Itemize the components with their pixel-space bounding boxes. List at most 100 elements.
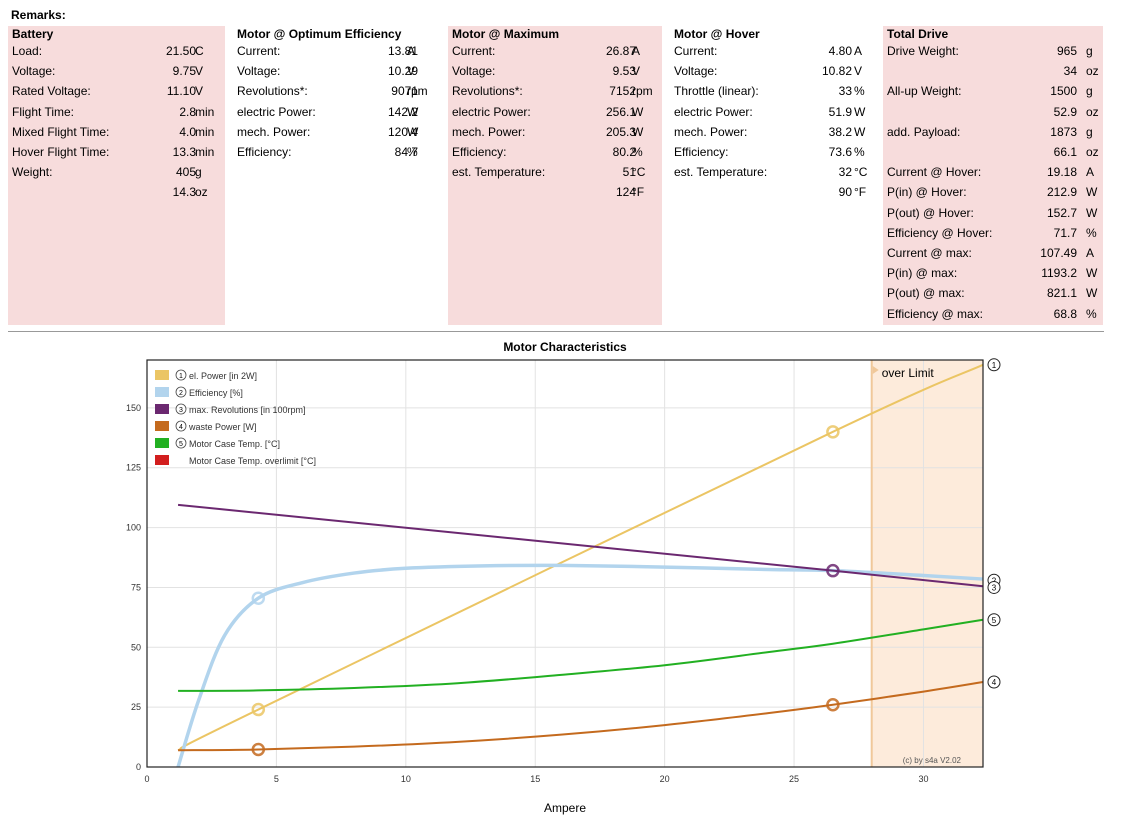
legend-label: waste Power [W] xyxy=(188,422,257,432)
row-value: 84.7 xyxy=(394,145,418,159)
row-unit: °F xyxy=(632,185,645,200)
series-end-marker xyxy=(987,580,1001,594)
panel-row: mech. Power: 205.3 W xyxy=(452,125,658,139)
row-label: Voltage: xyxy=(452,64,496,79)
row-unit: W xyxy=(1086,266,1098,281)
row-value: 52.9 xyxy=(1053,104,1077,119)
row-unit: A xyxy=(407,44,416,58)
series-end-marker xyxy=(987,675,1001,689)
legend-swatch xyxy=(155,421,169,431)
legend-label: max. Revolutions [in 100rpm] xyxy=(189,405,306,415)
row-label: Throttle (linear): xyxy=(674,84,759,99)
row-value: 21.50 xyxy=(165,44,196,58)
row-label: electric Power: xyxy=(237,104,316,119)
panel-row: Rated Voltage: 11.10 V xyxy=(12,84,221,98)
row-unit: g xyxy=(1086,44,1093,58)
row-unit: W xyxy=(407,104,419,119)
legend-marker-label: 3 xyxy=(179,407,183,414)
row-value: 66.1 xyxy=(1053,145,1077,159)
series-max-revolutions-in-100rpm-point xyxy=(826,563,840,578)
panel-motor-optimum-efficiency: Motor @ Optimum Efficiency Current: 13.81 A… xyxy=(233,26,438,325)
panel-row: P(out) @ max: 821.1 W xyxy=(887,286,1099,300)
series-motor-case-temp-c-line xyxy=(178,618,984,692)
row-unit: oz xyxy=(1086,145,1099,159)
row-value: 38.2 xyxy=(828,124,852,139)
row-label: mech. Power: xyxy=(237,124,311,139)
row-value: 256.1 xyxy=(605,104,636,119)
x-tick-label: 25 xyxy=(789,774,799,784)
over-limit-arrow xyxy=(872,366,879,374)
row-label: Revolutions*: xyxy=(452,84,523,99)
legend-label: Motor Case Temp. [°C] xyxy=(189,439,280,449)
panel-title: Total Drive xyxy=(887,27,949,41)
legend-label: Efficiency [%] xyxy=(189,388,243,398)
panel-row: Voltage: 9.75 V xyxy=(12,64,221,78)
panel-row: 34 oz xyxy=(887,64,1099,78)
row-value: 1193.2 xyxy=(1041,266,1077,281)
row-unit: % xyxy=(1086,225,1097,240)
panel-row: Throttle (linear): 33% xyxy=(674,84,866,98)
row-label: Voltage: xyxy=(12,64,56,79)
row-label: Voltage: xyxy=(674,64,718,79)
row-value: 26.87 xyxy=(605,44,636,58)
row-unit: °F xyxy=(854,185,867,200)
panel-row: Efficiency: 73.6% xyxy=(674,145,866,159)
row-label: Revolutions*: xyxy=(237,84,308,99)
row-label: Efficiency: xyxy=(452,145,507,159)
row-unit: W xyxy=(854,104,866,119)
row-value: 13.3 xyxy=(172,145,196,159)
row-unit: % xyxy=(854,84,865,99)
row-value: 14.3 xyxy=(172,185,196,200)
panel-row: Voltage: 9.53 V xyxy=(452,64,658,78)
y-tick-label: 50 xyxy=(131,642,141,652)
row-value: 80.2 xyxy=(612,145,636,159)
row-unit: °C xyxy=(854,165,868,180)
row-label: electric Power: xyxy=(452,104,531,119)
row-value: 212.9 xyxy=(1046,185,1077,200)
row-label: Current: xyxy=(452,44,496,58)
panel-row: 52.9 oz xyxy=(887,105,1099,119)
row-label: Current @ max: xyxy=(887,246,972,260)
row-label: Efficiency: xyxy=(674,145,729,159)
divider xyxy=(8,331,1104,332)
series-waste-power-w-point xyxy=(251,742,266,757)
legend-marker xyxy=(175,437,187,449)
row-unit: W xyxy=(632,104,644,119)
row-unit: % xyxy=(854,145,865,159)
series-end-marker-label: 3 xyxy=(992,583,997,592)
row-value: 120.4 xyxy=(387,124,418,139)
series-efficiency-point xyxy=(251,591,266,605)
series-el-power-in-2w-line xyxy=(177,363,984,752)
panel-row: P(in) @ max: 1193.2 W xyxy=(887,266,1099,280)
row-label: Efficiency: xyxy=(237,145,292,159)
row-label: Weight: xyxy=(12,165,53,180)
row-value: 51.9 xyxy=(828,104,852,119)
row-value: 965 xyxy=(1056,44,1077,58)
series-el-power-in-2w-point xyxy=(826,425,840,439)
panel-row: Load: 21.50 C xyxy=(12,44,221,58)
row-unit: °C xyxy=(632,165,646,180)
row-value: 19.18 xyxy=(1046,165,1077,180)
row-label: Current: xyxy=(674,44,718,58)
row-value: 32 xyxy=(838,165,852,180)
panel-battery: Battery Load: 21.50 C Voltage: 9.75 V Rated Vol… xyxy=(8,26,225,325)
legend-swatch xyxy=(155,404,169,414)
row-value: 1873 xyxy=(1050,124,1077,139)
row-label: add. Payload: xyxy=(887,124,961,139)
series-el-power-in-2w-point xyxy=(251,702,266,717)
panel-row: Efficiency: 84.7% xyxy=(237,145,434,159)
row-value: 821.1 xyxy=(1046,286,1077,301)
legend-marker-label: 5 xyxy=(179,441,183,448)
row-label: mech. Power: xyxy=(452,124,526,139)
panel-title: Motor @ Optimum Efficiency xyxy=(237,27,402,41)
row-value: 73.6 xyxy=(828,145,852,159)
row-value: 51 xyxy=(622,165,636,180)
panel-row: Current @ Hover: 19.18 A xyxy=(887,165,1099,179)
x-tick-label: 10 xyxy=(401,774,411,784)
legend-swatch xyxy=(155,370,169,380)
row-label: mech. Power: xyxy=(674,124,748,139)
panel-row: electric Power: 51.9 W xyxy=(674,105,866,119)
row-value: 68.8 xyxy=(1053,306,1077,321)
row-label: Voltage: xyxy=(237,64,281,79)
y-tick-label: 75 xyxy=(131,582,141,592)
